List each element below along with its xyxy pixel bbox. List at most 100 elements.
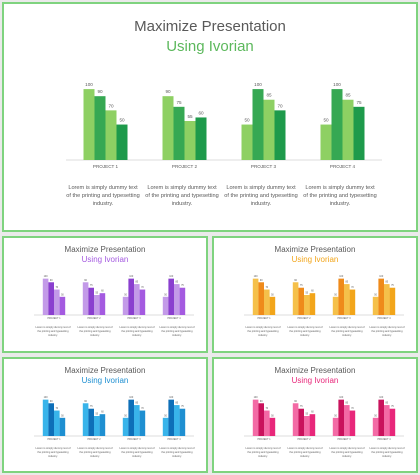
bar-value-label: 85	[135, 402, 138, 405]
category-label: PROJECT 2	[297, 317, 311, 320]
description-project-3: Lorem is simply dummy text of the printi…	[224, 185, 298, 208]
bar	[269, 296, 276, 315]
slide-main: Maximize Presentation Using Ivorian 100 9…	[2, 2, 418, 232]
bar	[173, 106, 185, 160]
bar-value-label: 85	[175, 402, 178, 405]
category-label: PROJECT 2	[297, 438, 311, 441]
bar	[82, 403, 89, 436]
bar-value-label: 55	[187, 114, 193, 119]
bar-value-label: 75	[356, 100, 362, 105]
bar	[258, 403, 264, 436]
bar-value-label: 100	[44, 275, 49, 278]
bar-value-label: 85	[135, 281, 138, 284]
bar	[105, 110, 117, 160]
bar	[162, 96, 174, 160]
bar	[122, 296, 129, 315]
description-project-2: Lorem is simply dummy text of the printi…	[77, 326, 113, 337]
bar	[389, 287, 396, 315]
bar-value-label: 55	[95, 413, 98, 416]
bar	[168, 278, 174, 315]
description-project-2: Lorem is simply dummy text of the printi…	[287, 447, 323, 458]
bar-value-label: 100	[254, 275, 259, 278]
description-project-1: Lorem is simply dummy text of the printi…	[245, 447, 281, 458]
bar	[179, 408, 186, 436]
bar-value-label: 90	[50, 400, 53, 403]
bar-value-label: 75	[90, 284, 93, 287]
bar	[59, 296, 66, 315]
category-label: PROJECT 3	[127, 317, 141, 320]
bar	[298, 287, 304, 315]
bar	[99, 414, 106, 436]
bar-value-label: 55	[305, 413, 308, 416]
bar-value-label: 100	[129, 396, 134, 399]
category-label: PROJECT 4	[167, 317, 181, 320]
bar-value-label: 100	[339, 396, 344, 399]
bar	[338, 278, 344, 315]
bar	[88, 287, 94, 315]
bar	[134, 284, 140, 315]
bar	[139, 289, 146, 315]
bar-value-label: 50	[374, 293, 377, 296]
bar-value-label: 90	[260, 400, 263, 403]
bar	[94, 295, 100, 315]
bar-value-label: 75	[300, 284, 303, 287]
slide-subtitle: Using Ivorian	[81, 255, 129, 264]
bar	[378, 399, 384, 436]
bar-value-label: 70	[265, 286, 268, 289]
bar	[48, 282, 54, 315]
description-project-2: Lorem is simply dummy text of the printi…	[287, 326, 323, 337]
category-label: PROJECT 1	[93, 164, 119, 169]
bar	[99, 293, 106, 315]
bar-value-label: 50	[124, 293, 127, 296]
description-project-1: Lorem is simply dummy text of the printi…	[245, 326, 281, 337]
bar-value-label: 70	[351, 286, 354, 289]
category-label: PROJECT 2	[87, 438, 101, 441]
bar-chart-main: 100 90 70 50 PROJECT 1 90 75 55 60 PROJECT 2 50 100…	[66, 82, 382, 169]
bar-value-label: 100	[254, 82, 262, 87]
slide-subtitle: Using Ivorian	[166, 38, 254, 55]
bar-value-label: 100	[333, 82, 341, 87]
bar	[349, 410, 356, 436]
bar	[378, 278, 384, 315]
slide-title: Maximize Presentation	[274, 245, 356, 254]
bar	[54, 289, 60, 315]
bar	[82, 282, 89, 315]
bar	[252, 89, 264, 160]
bar-value-label: 50	[334, 414, 337, 417]
bar-value-label: 90	[97, 89, 103, 94]
category-label: PROJECT 3	[251, 164, 277, 169]
bar	[384, 284, 390, 315]
bar-value-label: 60	[101, 411, 104, 414]
slide-pink: Maximize Presentation Using Ivorian 100 9…	[212, 357, 418, 473]
bar-value-label: 50	[374, 414, 377, 417]
bar	[384, 405, 390, 436]
description-project-3: Lorem is simply dummy text of the printi…	[329, 447, 365, 458]
bar-value-label: 70	[351, 407, 354, 410]
bar	[179, 287, 186, 315]
bar	[304, 295, 310, 315]
bar-value-label: 90	[294, 279, 297, 282]
bar	[304, 416, 310, 436]
bar	[128, 278, 134, 315]
description-project-2: Lorem is simply dummy text of the printi…	[77, 447, 113, 458]
bar-value-label: 90	[50, 279, 53, 282]
bar-value-label: 75	[176, 100, 182, 105]
bar	[309, 293, 316, 315]
bar-value-label: 85	[345, 93, 351, 98]
slide-orange: Maximize Presentation Using Ivorian 100 9…	[212, 236, 418, 353]
bar-value-label: 50	[119, 118, 125, 123]
bar-value-label: 75	[391, 405, 394, 408]
description-project-4: Lorem is simply dummy text of the printi…	[369, 326, 405, 337]
bar	[139, 410, 146, 436]
bar-value-label: 90	[294, 400, 297, 403]
bar	[263, 99, 275, 160]
bar-value-label: 75	[300, 405, 303, 408]
bar	[344, 284, 350, 315]
bar	[258, 282, 264, 315]
bar-value-label: 60	[101, 290, 104, 293]
bar-value-label: 100	[85, 82, 93, 87]
description-project-3: Lorem is simply dummy text of the printi…	[119, 326, 155, 337]
bar-value-label: 100	[44, 396, 49, 399]
bar	[128, 399, 134, 436]
